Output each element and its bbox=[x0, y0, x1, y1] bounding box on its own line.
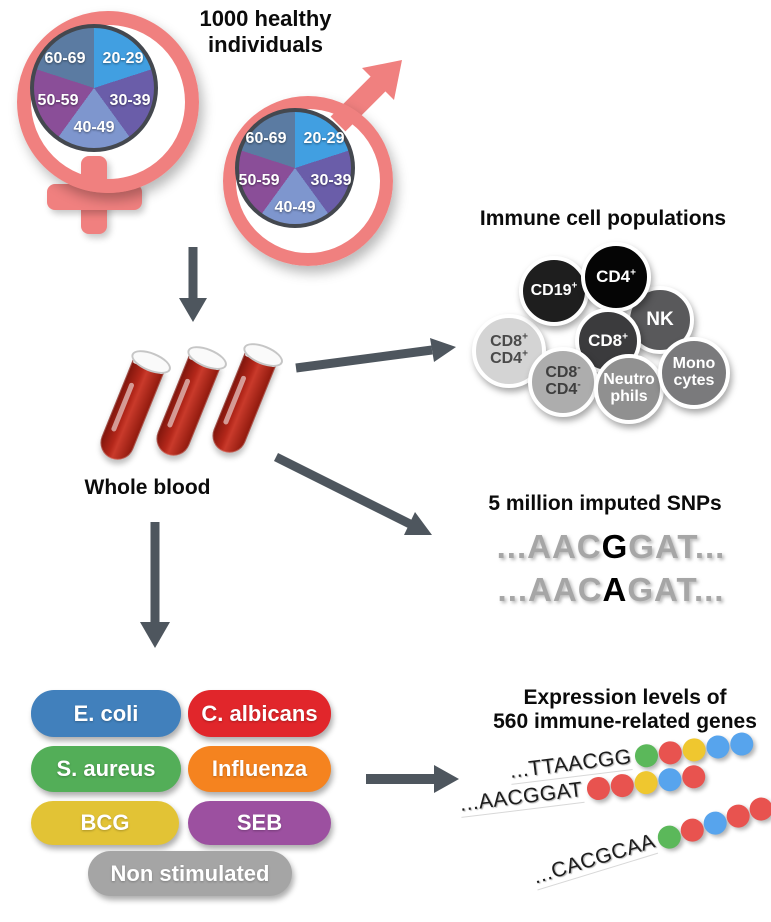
cell-label: Neutro bbox=[603, 371, 655, 389]
snp-sequence-2: ...AACAGAT... bbox=[446, 571, 771, 609]
snp-sequence-suffix: GAT... bbox=[627, 571, 725, 608]
figure-title-line1: 1000 healthy bbox=[199, 6, 332, 31]
cell-circle-cd4pos: CD4+ bbox=[581, 242, 651, 312]
stimulus-label: BCG bbox=[80, 810, 130, 835]
stimulus-pill-non-stimulated: Non stimulated bbox=[88, 851, 292, 896]
expression-title-line2: 560 immune-related genes bbox=[493, 710, 757, 733]
stimulus-label: SEB bbox=[236, 810, 283, 835]
stimulus-pill-seb: SEB bbox=[188, 801, 331, 845]
female-age-pie-chart: 20-29 30-39 40-49 50-59 60-69 bbox=[30, 24, 158, 152]
stimulus-pill-calbicans: C. albicans bbox=[188, 690, 331, 737]
cell-circle-cd19pos: CD19+ bbox=[519, 256, 589, 326]
stimulus-label: C. albicans bbox=[201, 700, 318, 726]
expression-title-line1: Expression levels of bbox=[523, 686, 727, 709]
cell-label: CD4- bbox=[545, 379, 581, 398]
expression-dot bbox=[680, 764, 707, 790]
expression-dot bbox=[656, 766, 683, 793]
cell-circle-monocytes: Mono cytes bbox=[658, 337, 730, 409]
age-slice-label: 50-59 bbox=[238, 172, 280, 189]
expression-dot bbox=[657, 739, 684, 766]
gene-sequence-text: ...CACGCAA bbox=[530, 829, 659, 891]
figure-title-line2: individuals bbox=[208, 31, 323, 57]
arrow-blood-to-snps bbox=[273, 452, 432, 535]
expression-dot bbox=[632, 769, 659, 796]
snp-sequence-prefix: ...AAC bbox=[497, 571, 603, 608]
gene-sequence-text: ...AACGGAT bbox=[458, 778, 585, 818]
cell-circle-cd8neg-cd4neg: CD8- CD4- bbox=[528, 347, 598, 417]
cell-label: CD4+ bbox=[490, 348, 528, 367]
age-slice-label: 50-59 bbox=[37, 92, 79, 109]
age-slice-label: 30-39 bbox=[310, 172, 352, 189]
whole-blood-label: Whole blood bbox=[84, 476, 211, 499]
expression-dot bbox=[585, 775, 611, 802]
age-slice-label: 60-69 bbox=[245, 130, 287, 147]
snp-sequence-suffix: GAT... bbox=[628, 528, 726, 565]
stimulus-label: E. coli bbox=[73, 700, 139, 726]
expression-dot bbox=[729, 731, 756, 757]
snp-sequence-1: ...AACGGAT... bbox=[446, 528, 771, 566]
arrow-stimuli-to-expression bbox=[366, 765, 459, 793]
cell-label: NK bbox=[646, 309, 674, 331]
stimulus-pill-bcg: BCG bbox=[31, 801, 179, 845]
gene-expression-row: ...CACGCAA bbox=[530, 794, 771, 891]
stimulus-label: Non stimulated bbox=[110, 860, 270, 886]
arrow-individuals-to-blood bbox=[179, 247, 207, 322]
figure-title: 1000 healthy individuals bbox=[158, 6, 373, 58]
expression-dot bbox=[609, 772, 635, 799]
arrow-blood-to-cells bbox=[295, 338, 456, 373]
cell-label: Mono bbox=[672, 355, 716, 373]
age-slice-label: 30-39 bbox=[109, 92, 151, 109]
stimulus-pill-saureus: S. aureus bbox=[31, 746, 181, 792]
stimulus-label: Influenza bbox=[211, 756, 308, 781]
stimulus-pill-ecoli: E. coli bbox=[31, 690, 181, 737]
stimulus-pill-influenza: Influenza bbox=[188, 746, 331, 792]
age-slice-label: 20-29 bbox=[303, 130, 345, 147]
snp-variant-letter: A bbox=[602, 571, 628, 608]
expression-dot bbox=[634, 742, 660, 769]
stimulus-label: S. aureus bbox=[56, 756, 156, 781]
snps-title: 5 million imputed SNPs bbox=[488, 492, 722, 515]
cell-label: cytes bbox=[673, 372, 715, 389]
snp-variant-letter: G bbox=[601, 528, 629, 565]
arrow-blood-to-stimuli bbox=[140, 522, 170, 648]
age-slice-label: 40-49 bbox=[73, 119, 115, 136]
expression-dot bbox=[747, 794, 771, 824]
immune-cells-title: Immune cell populations bbox=[479, 207, 727, 230]
cell-label: CD8- bbox=[545, 362, 581, 382]
age-slice-label: 60-69 bbox=[44, 50, 86, 67]
cell-label: phils bbox=[610, 388, 648, 405]
expression-dot bbox=[705, 734, 732, 760]
cell-label: CD19+ bbox=[530, 280, 578, 299]
cell-label: CD8+ bbox=[490, 331, 528, 351]
snp-sequence-prefix: ...AAC bbox=[496, 528, 602, 565]
male-age-pie-chart: 20-29 30-39 40-49 50-59 60-69 bbox=[235, 108, 355, 228]
expression-dot bbox=[681, 737, 708, 763]
age-slice-label: 40-49 bbox=[274, 199, 316, 216]
cell-label: CD4+ bbox=[596, 267, 636, 287]
age-slice-label: 20-29 bbox=[102, 50, 144, 67]
cell-label: CD8+ bbox=[588, 331, 628, 351]
cell-circle-neutrophils: Neutro phils bbox=[594, 354, 664, 424]
